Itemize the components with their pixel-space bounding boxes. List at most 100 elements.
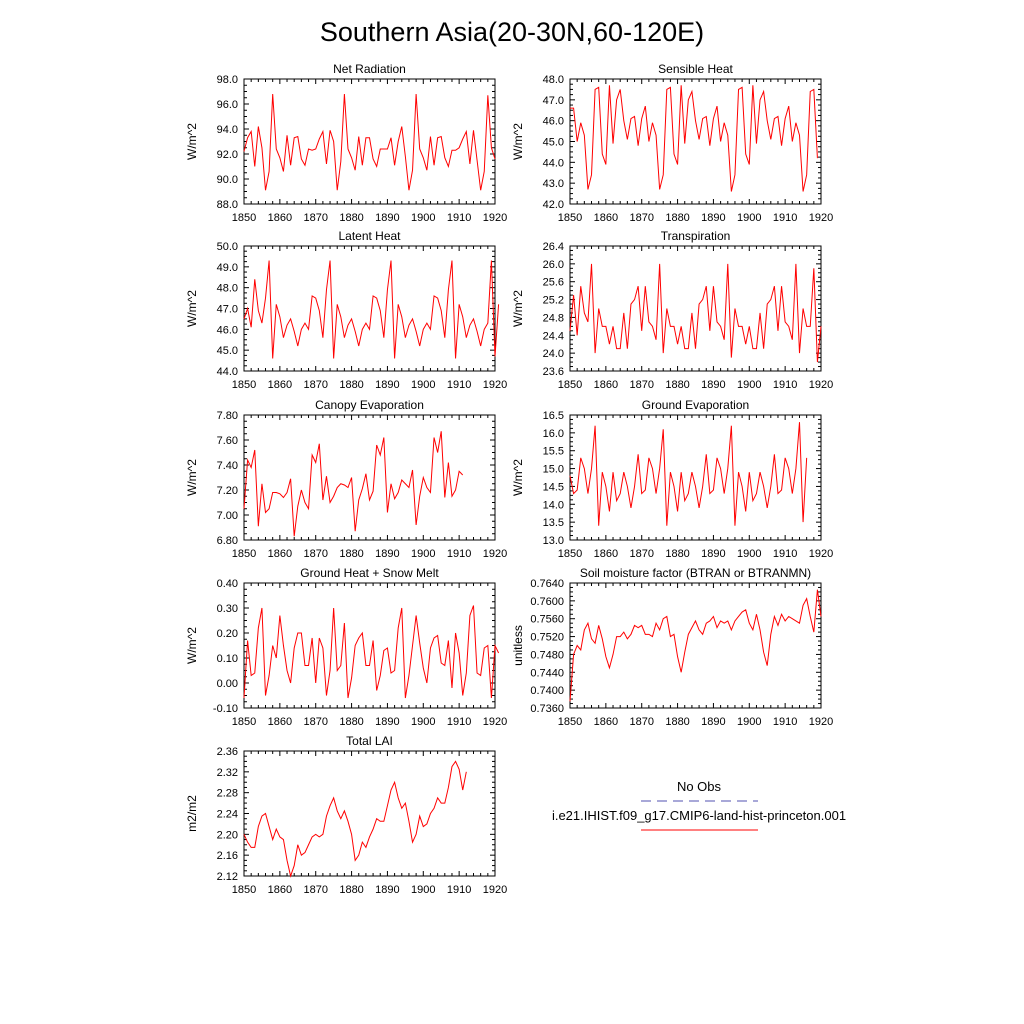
x-tick-label: 1920 bbox=[483, 884, 507, 896]
x-tick-label: 1910 bbox=[773, 212, 797, 224]
y-tick-label: 7.20 bbox=[217, 485, 238, 497]
y-tick-label: 44.0 bbox=[543, 157, 564, 169]
y-tick-label: 50.0 bbox=[217, 241, 238, 253]
y-tick-label: 7.80 bbox=[217, 410, 238, 422]
x-tick-label: 1900 bbox=[737, 379, 761, 391]
x-tick-label: 1870 bbox=[303, 548, 327, 560]
x-tick-label: 1900 bbox=[411, 548, 435, 560]
x-tick-label: 1860 bbox=[268, 548, 292, 560]
x-tick-label: 1870 bbox=[303, 212, 327, 224]
legend-model-label: i.e21.IHIST.f09_g17.CMIP6-land-hist-prin… bbox=[552, 808, 846, 823]
y-tick-label: 7.60 bbox=[217, 435, 238, 447]
x-tick-label: 1920 bbox=[809, 548, 833, 560]
y-tick-label: 7.40 bbox=[217, 460, 238, 472]
x-tick-label: 1920 bbox=[809, 212, 833, 224]
x-tick-label: 1920 bbox=[483, 716, 507, 728]
y-tick-label: 94.0 bbox=[217, 124, 238, 136]
y-tick-label: 45.0 bbox=[543, 137, 564, 149]
x-tick-label: 1880 bbox=[339, 716, 363, 728]
x-tick-label: 1850 bbox=[558, 379, 582, 391]
y-tick-label: 0.00 bbox=[217, 678, 238, 690]
series-line bbox=[569, 263, 822, 363]
x-tick-label: 1870 bbox=[303, 716, 327, 728]
series-line bbox=[243, 605, 500, 699]
y-tick-label: 0.7400 bbox=[530, 685, 564, 697]
y-axis-label: W/m^2 bbox=[185, 459, 199, 496]
y-axis-label: unitless bbox=[511, 625, 525, 666]
y-tick-label: 0.7360 bbox=[530, 703, 564, 715]
x-tick-label: 1880 bbox=[339, 212, 363, 224]
y-tick-label: 0.40 bbox=[217, 578, 238, 590]
x-tick-label: 1890 bbox=[701, 212, 725, 224]
y-tick-label: 42.0 bbox=[543, 199, 564, 211]
panel-canopy-evaporation: Canopy Evaporation W/m^2 1850 1860 1870 1880 1… bbox=[185, 398, 507, 560]
y-tick-label: 6.80 bbox=[217, 535, 238, 547]
x-tick-label: 1870 bbox=[303, 379, 327, 391]
y-tick-label: 2.24 bbox=[217, 809, 238, 821]
series-line bbox=[243, 93, 496, 191]
y-tick-label: 48.0 bbox=[217, 283, 238, 295]
x-tick-label: 1860 bbox=[268, 379, 292, 391]
y-tick-label: 0.10 bbox=[217, 653, 238, 665]
x-tick-label: 1910 bbox=[447, 884, 471, 896]
y-tick-label: 2.16 bbox=[217, 850, 238, 862]
y-tick-label: 0.20 bbox=[217, 628, 238, 640]
x-tick-label: 1900 bbox=[737, 212, 761, 224]
panel-title: Latent Heat bbox=[338, 229, 401, 243]
y-axis-label: W/m^2 bbox=[511, 290, 525, 327]
y-tick-label: 13.5 bbox=[543, 517, 564, 529]
y-tick-label: 2.32 bbox=[217, 767, 238, 779]
y-tick-label: 46.0 bbox=[543, 116, 564, 128]
series-line bbox=[243, 431, 464, 537]
y-tick-label: 47.0 bbox=[543, 95, 564, 107]
y-tick-label: 25.2 bbox=[543, 295, 564, 307]
x-tick-label: 1850 bbox=[232, 884, 256, 896]
y-tick-label: 0.30 bbox=[217, 603, 238, 615]
y-axis-label: W/m^2 bbox=[511, 459, 525, 496]
y-tick-label: 14.5 bbox=[543, 481, 564, 493]
panel-title: Canopy Evaporation bbox=[315, 398, 424, 412]
x-tick-label: 1910 bbox=[447, 716, 471, 728]
x-tick-label: 1850 bbox=[558, 548, 582, 560]
y-tick-label: 2.12 bbox=[217, 871, 238, 883]
y-tick-label: 15.0 bbox=[543, 464, 564, 476]
x-tick-label: 1850 bbox=[232, 379, 256, 391]
x-tick-label: 1880 bbox=[665, 548, 689, 560]
series-line bbox=[569, 422, 808, 526]
panel-title: Soil moisture factor (BTRAN or BTRANMN) bbox=[580, 566, 811, 580]
x-tick-label: 1890 bbox=[375, 379, 399, 391]
y-tick-label: 24.0 bbox=[543, 348, 564, 360]
y-tick-label: 96.0 bbox=[217, 99, 238, 111]
y-tick-label: 44.0 bbox=[217, 366, 238, 378]
panel-title: Sensible Heat bbox=[658, 62, 733, 76]
x-tick-label: 1860 bbox=[268, 212, 292, 224]
x-tick-label: 1880 bbox=[339, 379, 363, 391]
y-tick-label: 48.0 bbox=[543, 74, 564, 86]
legend-obs-label: No Obs bbox=[677, 779, 722, 794]
x-tick-label: 1900 bbox=[737, 716, 761, 728]
x-tick-label: 1860 bbox=[594, 716, 618, 728]
x-tick-label: 1910 bbox=[447, 212, 471, 224]
y-tick-label: 16.0 bbox=[543, 428, 564, 440]
y-tick-label: 43.0 bbox=[543, 178, 564, 190]
panel-sensible-heat: Sensible Heat W/m^2 1850 1860 1870 1880 1890 19… bbox=[511, 62, 833, 224]
y-tick-label: 26.4 bbox=[543, 241, 564, 253]
x-tick-label: 1910 bbox=[773, 716, 797, 728]
x-tick-label: 1890 bbox=[701, 548, 725, 560]
plot-frame bbox=[243, 414, 496, 541]
legend: No Obs i.e21.IHIST.f09_g17.CMIP6-land-hi… bbox=[552, 779, 846, 831]
x-tick-label: 1890 bbox=[375, 212, 399, 224]
plot-frame bbox=[243, 245, 496, 372]
x-tick-label: 1890 bbox=[701, 716, 725, 728]
x-tick-label: 1850 bbox=[232, 716, 256, 728]
x-tick-label: 1900 bbox=[737, 548, 761, 560]
series-line bbox=[243, 760, 467, 878]
y-tick-label: -0.10 bbox=[213, 703, 238, 715]
series-line bbox=[569, 589, 822, 702]
x-tick-label: 1880 bbox=[665, 379, 689, 391]
x-tick-label: 1910 bbox=[447, 548, 471, 560]
panel-title: Net Radiation bbox=[333, 62, 406, 76]
y-tick-label: 92.0 bbox=[217, 149, 238, 161]
plot-frame bbox=[243, 750, 496, 877]
